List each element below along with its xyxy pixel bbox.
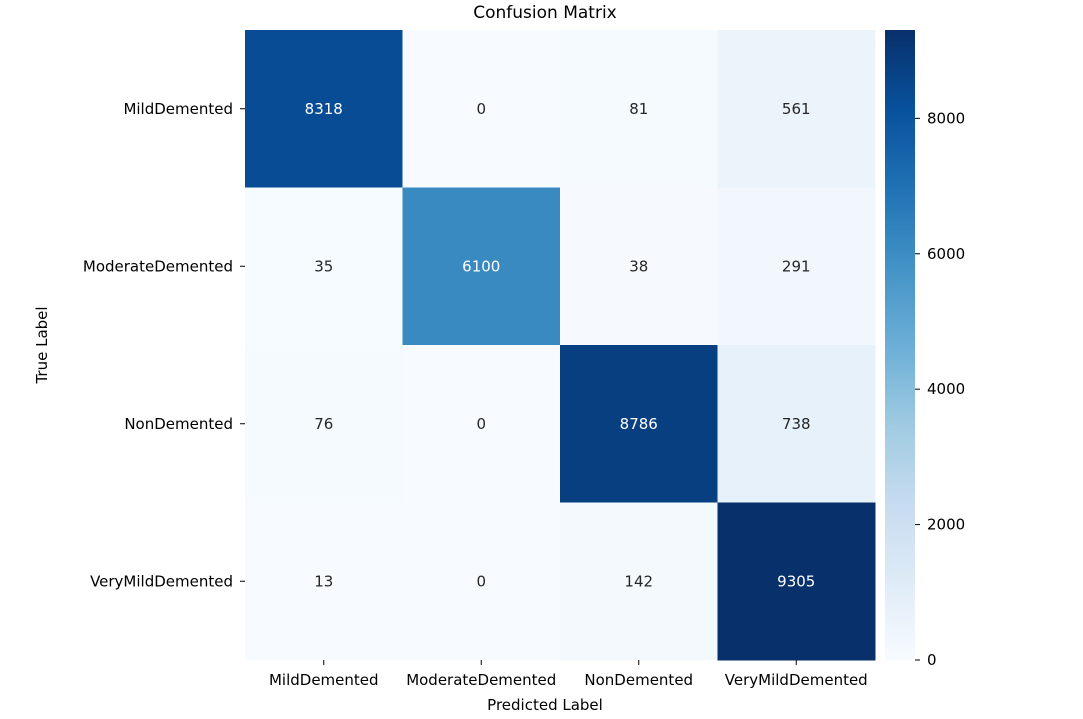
heatmap-cell	[717, 502, 876, 661]
cell-value-label: 76	[314, 415, 333, 433]
y-axis-label: True Label	[33, 306, 51, 384]
heatmap-cell	[402, 502, 561, 661]
heatmap-cell	[717, 345, 876, 503]
heatmap-cell	[245, 502, 403, 661]
y-tick-label: NonDemented	[124, 415, 233, 433]
cell-value-label: 8318	[305, 100, 343, 118]
cell-value-label: 6100	[462, 257, 500, 275]
y-tick-label: MildDemented	[123, 100, 233, 118]
colorbar-tick-label: 8000	[927, 109, 965, 127]
x-tick-label: VeryMildDemented	[725, 671, 868, 689]
heatmap-cell	[717, 30, 876, 188]
y-tick-label: ModerateDemented	[83, 257, 233, 275]
cell-value-label: 291	[782, 257, 811, 275]
heatmap-cell	[560, 30, 718, 188]
colorbar-tick-label: 0	[927, 651, 937, 669]
chart-title: Confusion Matrix	[473, 3, 617, 23]
heatmap-cell	[245, 30, 403, 188]
cell-value-label: 0	[476, 572, 486, 590]
heatmap-cell	[245, 187, 403, 346]
x-axis-label: Predicted Label	[487, 696, 603, 714]
cell-value-label: 142	[624, 572, 653, 590]
heatmap-cell	[560, 187, 718, 346]
x-tick-label: MildDemented	[269, 671, 379, 689]
heatmap-cell	[560, 502, 718, 661]
cell-value-label: 0	[476, 415, 486, 433]
y-axis-ticks: MildDemented ModerateDemented NonDemented V…	[83, 100, 245, 590]
heatmap-cell	[402, 345, 561, 503]
colorbar-tick-label: 2000	[927, 516, 965, 534]
cell-value-label: 13	[314, 572, 333, 590]
cell-value-label: 561	[782, 100, 811, 118]
cell-value-label: 9305	[777, 572, 815, 590]
heatmap-cell	[245, 345, 403, 503]
heatmap-cell	[560, 345, 718, 503]
cell-value-label: 35	[314, 257, 333, 275]
colorbar-ticks: 0 2000 4000 6000 8000	[915, 109, 965, 669]
cell-value-label: 0	[476, 100, 486, 118]
heatmap-cell	[402, 30, 561, 188]
x-tick-label: NonDemented	[584, 671, 693, 689]
x-tick-label: ModerateDemented	[406, 671, 556, 689]
heatmap-cell	[717, 187, 876, 346]
cell-value-label: 81	[629, 100, 648, 118]
heatmap-cell	[402, 187, 561, 346]
y-tick-label: VeryMildDemented	[90, 572, 233, 590]
colorbar	[885, 30, 915, 660]
cell-value-label: 8786	[620, 415, 658, 433]
heatmap-cells: 8318 0 81 561 35 6100 38 291 76 0 8786 738 13 0 142 930…	[245, 30, 876, 661]
cell-value-label: 38	[629, 257, 648, 275]
cell-value-label: 738	[782, 415, 811, 433]
colorbar-tick-label: 4000	[927, 380, 965, 398]
x-axis-ticks: MildDemented ModerateDemented NonDemented V…	[269, 660, 868, 689]
colorbar-tick-label: 6000	[927, 245, 965, 263]
